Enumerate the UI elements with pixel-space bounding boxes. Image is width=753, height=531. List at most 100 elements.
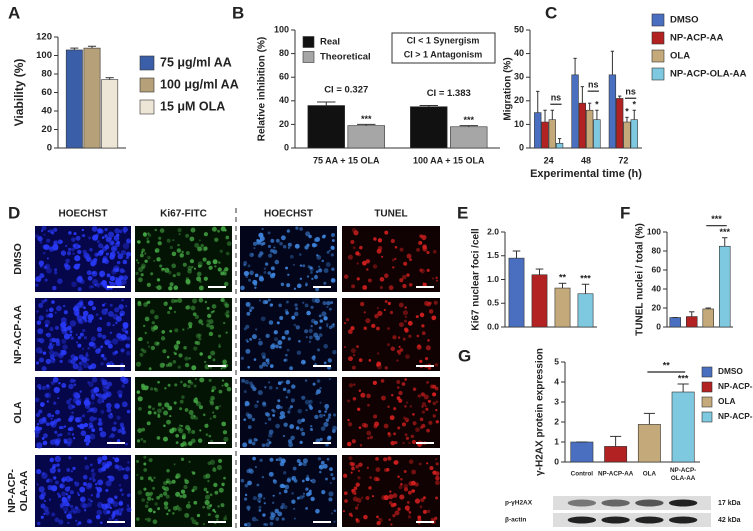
- cell: [198, 319, 203, 324]
- cell: [399, 247, 404, 252]
- cell: [157, 402, 162, 407]
- cell: [209, 401, 215, 406]
- cell: [67, 495, 71, 499]
- legend-swatch: [701, 396, 713, 408]
- cell: [106, 385, 110, 390]
- cell: [208, 434, 212, 438]
- cell: [59, 433, 63, 437]
- cell: [252, 386, 257, 392]
- cell: [330, 473, 334, 477]
- cell: [265, 333, 270, 338]
- cell: [80, 496, 86, 503]
- cell: [195, 521, 199, 526]
- cell: [282, 387, 287, 392]
- cell: [330, 245, 335, 250]
- cell: [397, 386, 400, 389]
- cell: [71, 411, 74, 414]
- cell: [183, 485, 188, 490]
- cell: [351, 489, 357, 495]
- y-tick-label: 0: [554, 456, 559, 466]
- cell: [74, 392, 81, 399]
- cell: [223, 476, 226, 480]
- cell: [39, 240, 43, 244]
- cell: [420, 268, 425, 274]
- cell: [394, 245, 398, 249]
- cell: [60, 321, 67, 328]
- cell: [35, 412, 41, 418]
- cell: [412, 413, 415, 416]
- cell: [220, 367, 223, 370]
- cell: [422, 509, 427, 514]
- bar: [101, 79, 119, 149]
- y-tick-label: 80: [279, 48, 289, 58]
- cell: [82, 362, 90, 369]
- cell: [435, 409, 438, 412]
- cell: [53, 241, 58, 245]
- cell: [105, 391, 112, 398]
- cell: [426, 380, 430, 384]
- note-line: CI > 1 Antagonism: [404, 49, 482, 59]
- cell: [79, 390, 82, 393]
- cell: [403, 483, 409, 489]
- cell: [427, 366, 432, 370]
- cell: [112, 313, 119, 320]
- cell: [37, 236, 43, 242]
- cell: [287, 273, 290, 276]
- cell: [430, 517, 435, 522]
- cell: [118, 304, 124, 310]
- cell: [49, 326, 54, 332]
- cell: [49, 354, 55, 360]
- cell: [101, 394, 107, 400]
- cell: [172, 239, 175, 242]
- cell: [154, 388, 159, 393]
- cell: [297, 419, 303, 425]
- cell: [399, 494, 405, 500]
- cell: [387, 456, 392, 461]
- cell: [73, 232, 77, 236]
- cell: [117, 277, 122, 281]
- cell: [281, 502, 285, 507]
- cell: [104, 234, 108, 238]
- cell: [56, 463, 60, 467]
- bar: [548, 119, 556, 149]
- cell: [330, 253, 334, 257]
- cell: [328, 378, 331, 381]
- significance: ***: [678, 373, 689, 383]
- cell: [315, 335, 321, 341]
- cell: [107, 381, 113, 387]
- cell: [215, 405, 219, 410]
- cell: [83, 336, 88, 340]
- cell: [356, 345, 359, 349]
- cell: [68, 456, 72, 460]
- cell: [360, 392, 366, 398]
- cell: [53, 476, 57, 480]
- cell: [38, 315, 44, 321]
- cell: [426, 462, 429, 465]
- row-label: OLA: [12, 401, 24, 424]
- cell: [97, 458, 102, 464]
- legend-swatch: [302, 36, 315, 48]
- row-label: OLA-AA: [18, 470, 30, 511]
- cell: [60, 505, 64, 510]
- cell: [120, 334, 127, 341]
- cell: [318, 268, 323, 273]
- blot-label: p-γH2AX: [505, 500, 533, 507]
- cell: [211, 226, 217, 232]
- cell: [261, 443, 266, 448]
- cell: [87, 300, 94, 307]
- cell: [308, 489, 312, 493]
- cell: [246, 311, 251, 316]
- cell: [266, 361, 270, 365]
- cell: [301, 395, 306, 400]
- cell: [123, 230, 127, 233]
- cell: [287, 246, 291, 249]
- cell: [118, 484, 122, 487]
- cell: [211, 389, 215, 393]
- cell: [404, 433, 408, 437]
- cell: [268, 429, 274, 435]
- cell: [262, 513, 266, 517]
- note-line: CI < 1 Synergism: [407, 35, 480, 45]
- cell: [68, 383, 74, 390]
- cell: [214, 237, 219, 242]
- cell: [66, 399, 71, 405]
